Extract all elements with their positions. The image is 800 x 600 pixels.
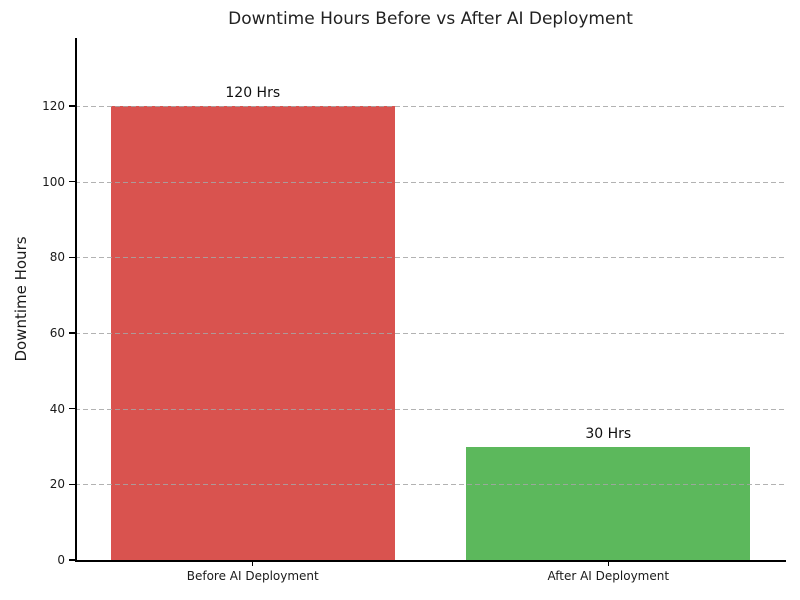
y-tick-label: 100 xyxy=(42,174,65,189)
gridline xyxy=(75,408,786,410)
y-tick-label: 120 xyxy=(42,99,65,114)
y-tick-mark xyxy=(69,181,75,183)
y-tick-label: 0 xyxy=(57,553,65,567)
y-tick-mark xyxy=(69,332,75,334)
gridline xyxy=(75,181,786,183)
gridline xyxy=(75,106,786,108)
chart-title: Downtime Hours Before vs After AI Deploy… xyxy=(228,9,633,29)
y-axis-spine xyxy=(75,38,77,562)
x-tick-mark xyxy=(252,560,254,566)
gridline xyxy=(75,257,786,259)
y-tick-mark xyxy=(69,483,75,486)
y-tick-mark xyxy=(69,559,75,561)
y-tick-label: 40 xyxy=(49,401,65,416)
bar-after-ai-deployment xyxy=(466,446,751,560)
bar-value-label-before-ai-deployment: 120 Hrs xyxy=(225,85,281,102)
y-tick-mark xyxy=(69,407,75,410)
x-tick-mark xyxy=(607,560,609,566)
y-tick-mark xyxy=(69,105,75,107)
x-tick-label-after-ai-deployment: After AI Deployment xyxy=(547,569,670,583)
gridline xyxy=(75,484,786,486)
plot-area: 120 Hrs Before AI Deployment 30 Hrs After A… xyxy=(42,38,786,583)
x-tick-label-before-ai-deployment: Before AI Deployment xyxy=(186,569,319,583)
y-tick-label: 60 xyxy=(49,326,65,341)
bar-value-label-after-ai-deployment: 30 Hrs xyxy=(585,425,632,442)
x-axis-spine xyxy=(75,560,786,562)
gridline xyxy=(75,333,786,335)
y-tick-mark xyxy=(69,256,75,259)
y-tick-label: 80 xyxy=(49,250,65,265)
y-tick-label: 20 xyxy=(49,477,65,492)
